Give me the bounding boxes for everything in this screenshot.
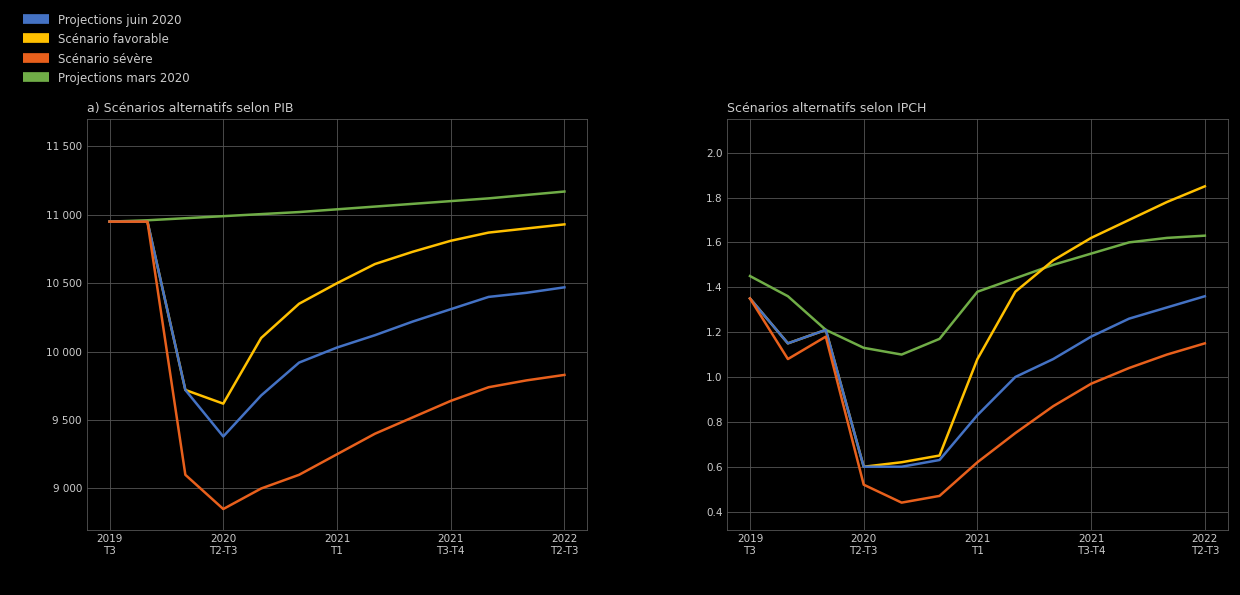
- Text: a) Scénarios alternatifs selon PIB: a) Scénarios alternatifs selon PIB: [87, 102, 294, 115]
- Text: Scénarios alternatifs selon IPCH: Scénarios alternatifs selon IPCH: [727, 102, 926, 115]
- Legend: Projections juin 2020, Scénario favorable, Scénario sévère, Projections mars 202: Projections juin 2020, Scénario favorabl…: [19, 9, 195, 90]
